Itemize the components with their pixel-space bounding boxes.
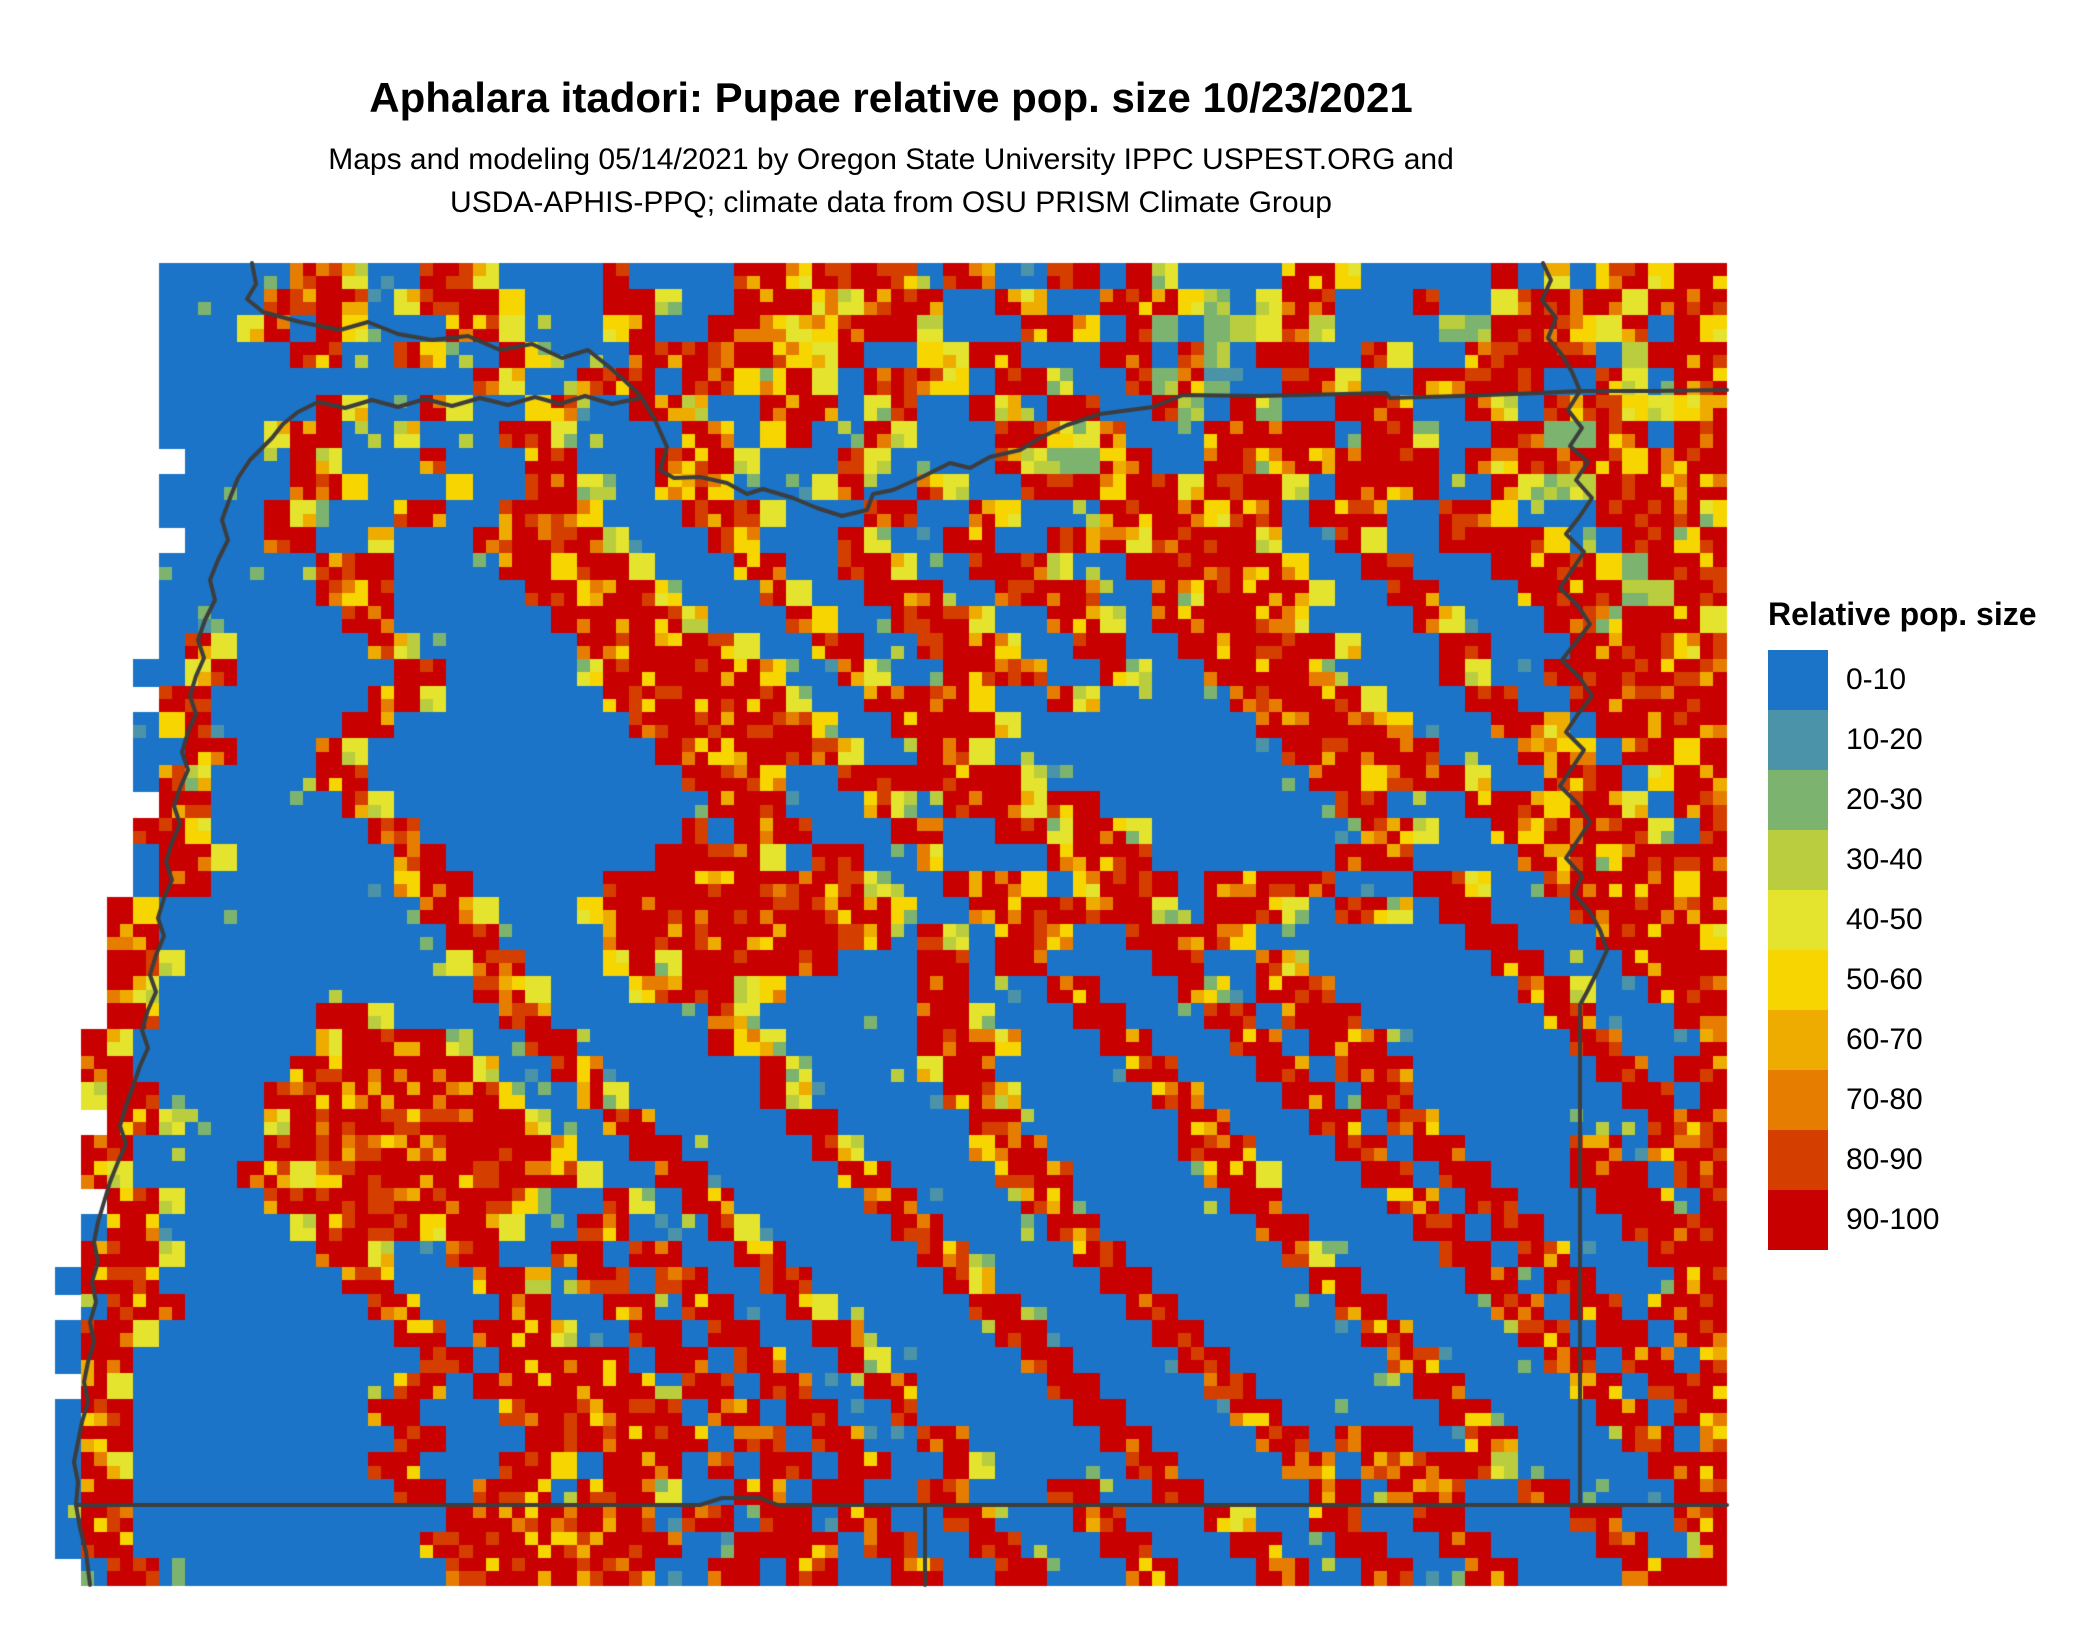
legend-swatch bbox=[1768, 1010, 1828, 1070]
legend-item: 60-70 bbox=[1768, 1010, 2098, 1070]
legend-swatch bbox=[1768, 1070, 1828, 1130]
legend-label: 60-70 bbox=[1846, 1023, 1923, 1056]
legend-swatch bbox=[1768, 1130, 1828, 1190]
legend-item: 90-100 bbox=[1768, 1190, 2098, 1250]
legend-label: 90-100 bbox=[1846, 1203, 1940, 1236]
legend-item: 0-10 bbox=[1768, 650, 2098, 710]
legend-item: 70-80 bbox=[1768, 1070, 2098, 1130]
legend-label: 10-20 bbox=[1846, 723, 1923, 756]
legend-swatch bbox=[1768, 830, 1828, 890]
legend-label: 30-40 bbox=[1846, 843, 1923, 876]
legend-swatch bbox=[1768, 950, 1828, 1010]
legend-label: 80-90 bbox=[1846, 1143, 1923, 1176]
legend-label: 40-50 bbox=[1846, 903, 1923, 936]
legend-label: 50-60 bbox=[1846, 963, 1923, 996]
legend-item: 40-50 bbox=[1768, 890, 2098, 950]
legend-swatch bbox=[1768, 890, 1828, 950]
legend-item: 10-20 bbox=[1768, 710, 2098, 770]
legend-swatch bbox=[1768, 1190, 1828, 1250]
legend-items: 0-10 10-20 20-30 30-40 40-50 50-60 60-70 70-80 8… bbox=[1768, 650, 2098, 1250]
legend-swatch bbox=[1768, 770, 1828, 830]
legend-label: 20-30 bbox=[1846, 783, 1923, 816]
legend-title: Relative pop. size bbox=[1768, 596, 2037, 632]
legend-item: 30-40 bbox=[1768, 830, 2098, 890]
legend-label: 70-80 bbox=[1846, 1083, 1923, 1116]
legend-item: 50-60 bbox=[1768, 950, 2098, 1010]
legend: Relative pop. size 0-10 10-20 20-30 30-40 40… bbox=[1768, 596, 2098, 1250]
legend-item: 20-30 bbox=[1768, 770, 2098, 830]
legend-swatch bbox=[1768, 650, 1828, 710]
legend-label: 0-10 bbox=[1846, 663, 1907, 696]
legend-item: 80-90 bbox=[1768, 1130, 2098, 1190]
legend-swatch bbox=[1768, 710, 1828, 770]
